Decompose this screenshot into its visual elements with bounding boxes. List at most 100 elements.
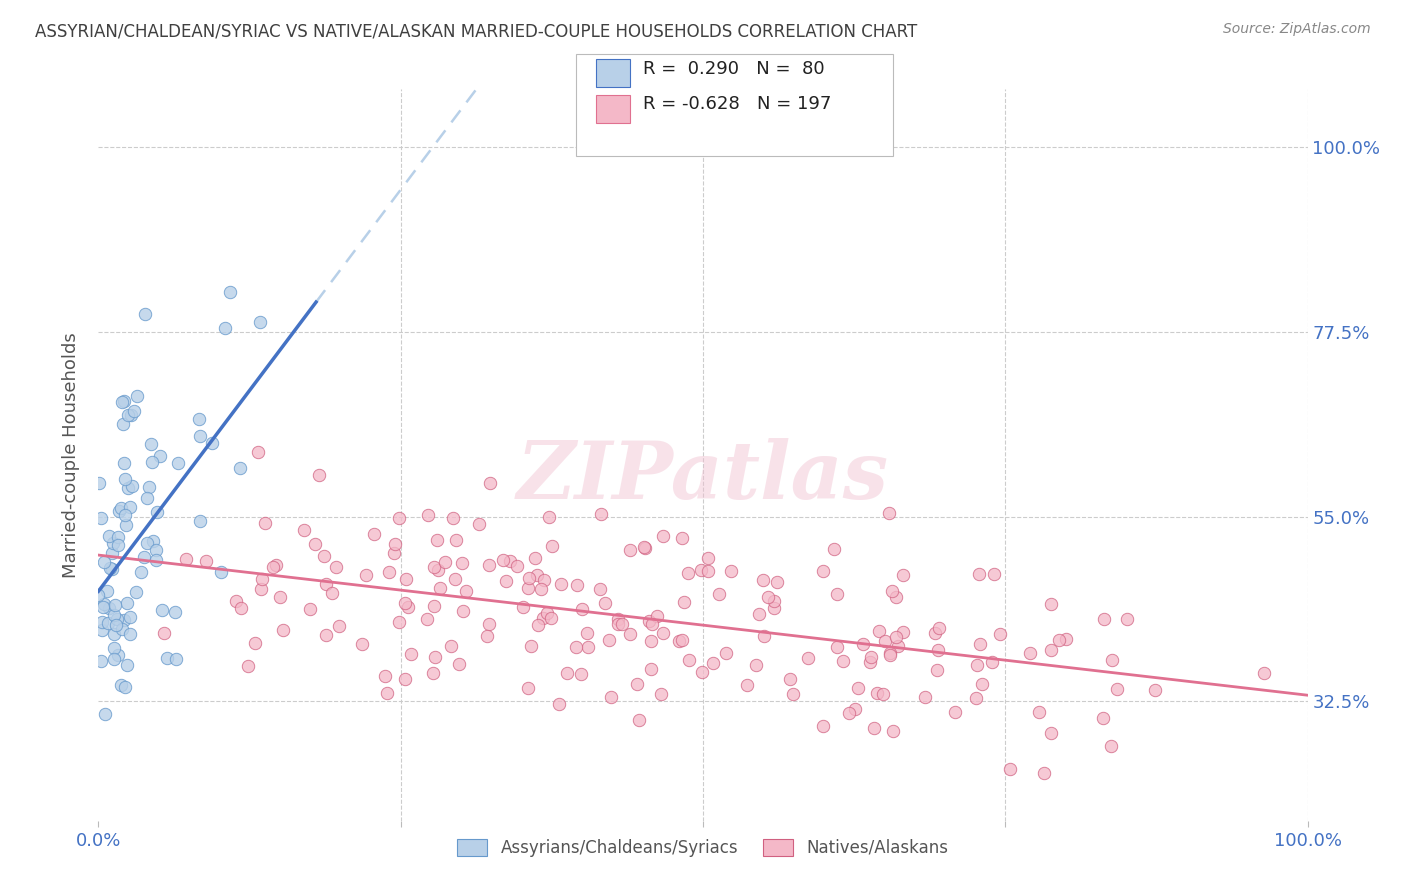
Point (101, 536, 124, 550)
Point (194, 554, 217, 568)
Point (416, 508, 439, 522)
Point (981, 655, 1004, 669)
Point (645, 608, 668, 623)
Point (868, 624, 890, 639)
Point (416, 612, 439, 626)
Point (650, 687, 672, 701)
Point (451, 603, 474, 617)
Point (619, 627, 641, 641)
Point (112, 456, 135, 470)
Point (536, 606, 558, 620)
Point (873, 633, 896, 648)
Point (105, 612, 128, 626)
Point (111, 394, 134, 409)
Point (229, 600, 252, 615)
Point (846, 681, 869, 695)
Point (879, 506, 901, 520)
Point (97, 615, 120, 630)
Point (96, 583, 118, 598)
Point (450, 557, 472, 571)
Point (1101, 652, 1123, 666)
Point (444, 533, 467, 547)
Point (838, 706, 860, 721)
Point (378, 566, 401, 580)
Point (423, 599, 446, 614)
Point (214, 321, 236, 335)
Point (447, 657, 470, 672)
Point (517, 571, 540, 585)
Point (187, 412, 209, 426)
Point (104, 598, 127, 612)
Point (1092, 711, 1115, 725)
Point (325, 560, 347, 574)
Point (115, 517, 138, 532)
Point (434, 556, 457, 570)
Point (891, 568, 914, 582)
Point (103, 626, 125, 640)
Point (394, 596, 416, 610)
Point (1032, 765, 1054, 780)
Point (396, 600, 419, 615)
Point (533, 573, 555, 587)
Point (111, 622, 134, 636)
Point (105, 618, 128, 632)
Point (352, 637, 374, 651)
Point (136, 491, 159, 505)
Point (928, 621, 950, 635)
Point (429, 581, 451, 595)
Y-axis label: Married-couple Households: Married-couple Households (62, 332, 80, 578)
Point (714, 646, 737, 660)
Point (124, 404, 146, 418)
Point (90, 510, 112, 524)
Point (537, 510, 560, 524)
Point (844, 702, 866, 716)
Point (395, 572, 418, 586)
Point (965, 690, 987, 705)
Point (107, 648, 129, 662)
Point (827, 640, 849, 654)
Point (540, 539, 562, 553)
Point (756, 590, 779, 604)
Point (1099, 739, 1122, 753)
Point (565, 578, 588, 592)
Point (97, 601, 120, 615)
Point (107, 503, 129, 517)
Point (882, 723, 904, 738)
Point (752, 629, 775, 643)
Point (441, 510, 464, 524)
Point (492, 553, 515, 567)
Point (149, 449, 172, 463)
Point (879, 646, 901, 660)
Point (477, 630, 499, 644)
Point (765, 574, 787, 589)
Point (927, 663, 949, 677)
Point (121, 479, 143, 493)
Point (634, 541, 657, 555)
Point (238, 658, 260, 673)
Point (702, 656, 724, 670)
Point (112, 394, 135, 409)
Point (825, 587, 848, 601)
Point (100, 546, 122, 560)
Point (249, 315, 271, 329)
Point (720, 565, 742, 579)
Point (273, 623, 295, 637)
Point (652, 529, 675, 543)
Point (478, 476, 501, 491)
Point (423, 559, 446, 574)
Point (101, 562, 124, 576)
Point (139, 437, 162, 451)
Point (112, 613, 135, 627)
Point (1047, 633, 1070, 648)
Point (225, 594, 247, 608)
Point (1092, 612, 1115, 626)
Point (524, 550, 547, 565)
Point (499, 553, 522, 567)
Point (229, 460, 252, 475)
Point (696, 564, 718, 578)
Point (103, 640, 125, 655)
Point (114, 681, 136, 695)
Text: ASSYRIAN/CHALDEAN/SYRIAC VS NATIVE/ALASKAN MARRIED-COUPLE HOUSEHOLDS CORRELATION: ASSYRIAN/CHALDEAN/SYRIAC VS NATIVE/ALASK… (35, 22, 917, 40)
Point (872, 687, 894, 701)
Point (209, 565, 232, 579)
